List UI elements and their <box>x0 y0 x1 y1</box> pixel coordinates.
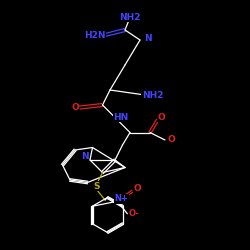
Text: N: N <box>144 34 151 43</box>
Text: HN: HN <box>114 113 129 122</box>
Text: O-: O- <box>128 209 139 218</box>
Text: O: O <box>158 113 165 122</box>
Text: N: N <box>81 152 89 161</box>
Text: H2N: H2N <box>84 30 106 40</box>
Text: S: S <box>93 182 100 191</box>
Text: NH2: NH2 <box>119 13 141 22</box>
Text: NH2: NH2 <box>142 90 163 100</box>
Text: O: O <box>71 103 79 112</box>
Text: N+: N+ <box>114 194 128 203</box>
Text: O: O <box>134 184 141 193</box>
Text: O: O <box>168 136 175 144</box>
